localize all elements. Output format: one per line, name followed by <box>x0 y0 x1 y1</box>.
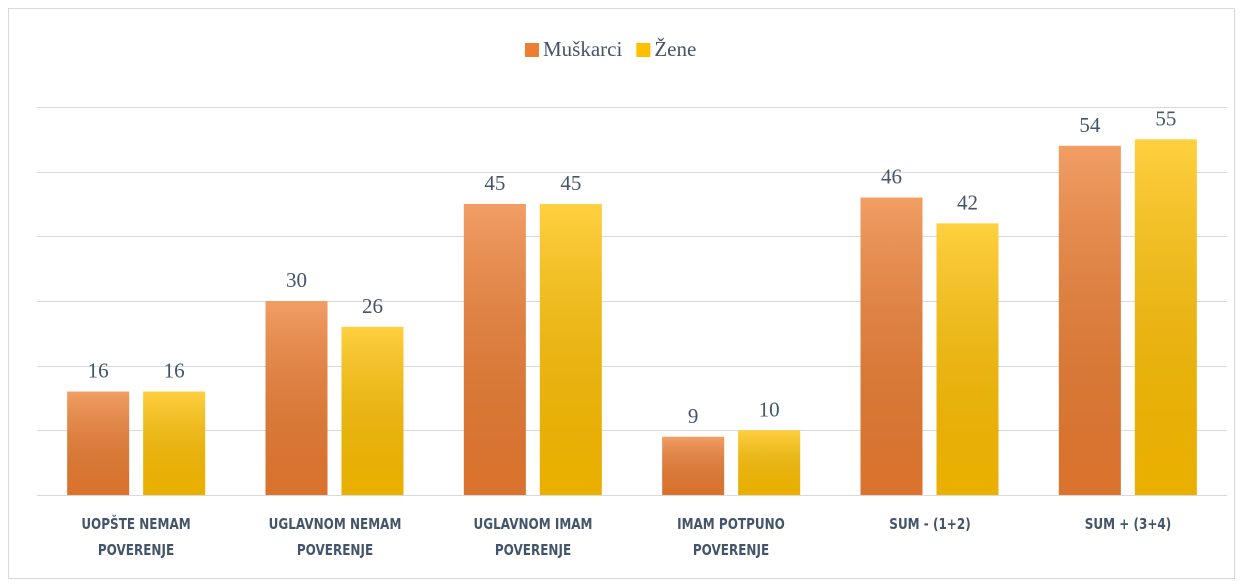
bar-shade <box>936 223 999 495</box>
x-tick-label: IMAM POTPUNO POVERENJE <box>677 515 786 559</box>
data-label: 9 <box>688 404 699 428</box>
bar-shade <box>539 204 602 495</box>
bar-shade <box>143 391 206 495</box>
bar-shade <box>67 391 130 495</box>
data-label: 45 <box>560 171 581 195</box>
data-label: 16 <box>164 359 185 383</box>
bar-shade <box>1134 139 1197 496</box>
bar-shade <box>341 326 404 495</box>
frame <box>8 8 1235 579</box>
bar-shade <box>662 436 725 495</box>
data-label: 10 <box>759 397 780 421</box>
data-label: 42 <box>957 190 978 214</box>
x-tick-label: UOPŠTE NEMAM POVERENJE <box>81 515 191 559</box>
x-tick-label: SUM - (1+2) <box>888 515 971 533</box>
legend-label: Žene <box>654 37 696 61</box>
x-tick-label: SUM + (3+4) <box>1084 515 1172 533</box>
data-label: 55 <box>1155 106 1176 130</box>
bar-shade <box>860 197 923 496</box>
legend-label: Muškarci <box>543 37 622 61</box>
bar-shade <box>738 430 801 495</box>
x-tick-label: UGLAVNOM NEMAM POVERENJE <box>268 515 401 559</box>
x-tick-label: UGLAVNOM IMAM POVERENJE <box>473 515 593 559</box>
data-label: 54 <box>1079 113 1101 137</box>
bar-shade <box>463 204 526 495</box>
bar-shade <box>1058 145 1121 496</box>
legend-swatch <box>525 43 539 57</box>
data-label: 26 <box>362 294 383 318</box>
data-label: 16 <box>88 359 109 383</box>
data-label: 30 <box>286 268 307 292</box>
legend-swatch <box>636 43 651 57</box>
bar-shade <box>265 301 328 495</box>
data-label: 45 <box>484 171 505 195</box>
data-label: 46 <box>881 165 902 189</box>
